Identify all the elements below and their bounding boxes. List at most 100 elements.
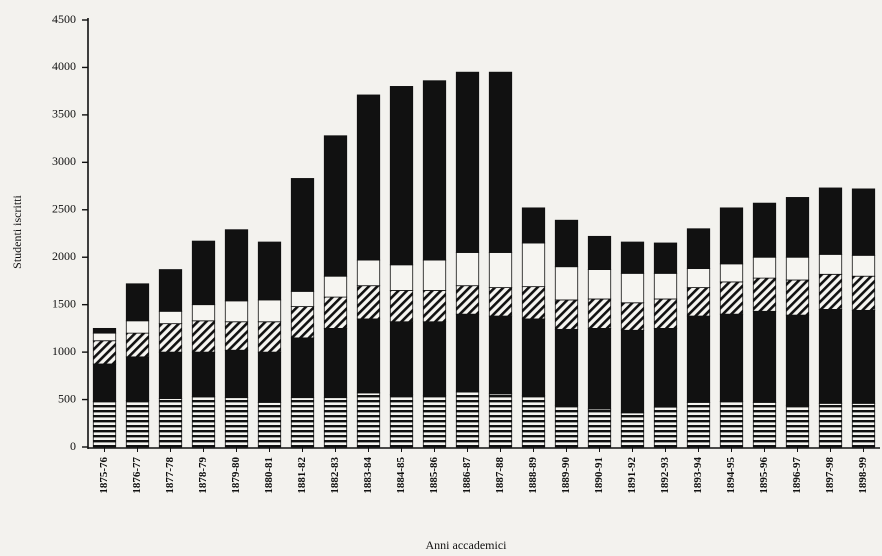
x-tick-label: 1889-90 [560, 457, 572, 494]
bar-segment [455, 285, 480, 315]
x-tick-label: 1897-98 [824, 457, 836, 494]
bar-segment [356, 285, 381, 320]
x-tick-label: 1890-91 [593, 457, 605, 494]
bar-segment [323, 275, 348, 298]
bar-segment [488, 287, 513, 317]
bar-segment [224, 397, 249, 448]
bar-segment [851, 309, 876, 404]
bar-segment [554, 404, 579, 448]
bar-segment [323, 327, 348, 399]
x-tick-label: 1875-76 [98, 457, 110, 494]
bar-segment [752, 256, 777, 279]
bar-segment [158, 323, 183, 353]
bar-segment [125, 283, 150, 322]
bar-segment [422, 290, 447, 323]
bar-segment [455, 71, 480, 253]
y-tick-label: 3500 [52, 107, 76, 121]
x-tick-label: 1880-81 [263, 457, 275, 494]
bar-segment [323, 397, 348, 448]
bar-segment [290, 397, 315, 448]
bar-segment [554, 266, 579, 301]
bar-segment [92, 340, 117, 365]
bar-segment [158, 351, 183, 400]
bar-segment [785, 404, 810, 448]
bar-segment [686, 268, 711, 288]
bar-segment [488, 315, 513, 395]
y-tick-label: 1500 [52, 296, 76, 310]
x-tick-label: 1892-93 [659, 457, 671, 494]
bar-segment [158, 269, 183, 312]
bar-segment [785, 197, 810, 258]
bar-segment [818, 253, 843, 275]
bar-segment [191, 240, 216, 306]
bar-segment [290, 290, 315, 307]
bar-segment [224, 300, 249, 323]
bar-segment [92, 332, 117, 342]
bar-segment [125, 320, 150, 334]
y-axis-title: Studenti iscritti [10, 195, 24, 269]
bar-segment [224, 349, 249, 399]
bar-segment [653, 272, 678, 300]
x-axis-title: Anni accademici [426, 538, 508, 552]
bar-segment [92, 363, 117, 402]
bar-segment [653, 327, 678, 408]
bar-segment [587, 235, 612, 270]
bar-segment [290, 337, 315, 399]
bar-segment [851, 275, 876, 311]
bar-segment [389, 264, 414, 291]
bar-segment [620, 272, 645, 304]
x-tick-label: 1896-97 [791, 457, 803, 494]
bar-segment [521, 242, 546, 288]
bar-segment [686, 315, 711, 403]
y-tick-label: 500 [58, 391, 76, 405]
y-tick-label: 4500 [52, 12, 76, 26]
bar-segment [323, 135, 348, 277]
bar-segment [455, 313, 480, 393]
bar-segment [422, 395, 447, 448]
y-tick-label: 3000 [52, 154, 76, 168]
bar-segment [620, 412, 645, 448]
bar-segment [818, 273, 843, 310]
bar-segment [752, 310, 777, 403]
bar-segment [620, 241, 645, 274]
bar-segment [290, 306, 315, 339]
bar-segment [257, 321, 282, 353]
x-tick-label: 1879-80 [230, 457, 242, 494]
bar-segment [257, 351, 282, 403]
x-tick-label: 1878-79 [197, 457, 209, 494]
bar-segment [620, 329, 645, 414]
bar-segment [686, 228, 711, 270]
bar-segment [422, 321, 447, 397]
bar-segment [818, 309, 843, 404]
bar-segment [719, 207, 744, 265]
bar-segment [554, 219, 579, 268]
bar-segment [752, 402, 777, 448]
bar-segment [356, 392, 381, 448]
x-tick-label: 1885-86 [428, 457, 440, 494]
y-tick-label: 4000 [52, 59, 76, 73]
x-tick-label: 1887-88 [494, 457, 506, 494]
bar-segment [455, 391, 480, 448]
bar-segment [686, 402, 711, 448]
bar-segment [158, 310, 183, 325]
bar-segment [125, 356, 150, 401]
bar-segment [653, 406, 678, 448]
bar-segment [752, 277, 777, 312]
bar-segment [521, 318, 546, 397]
bar-segment [389, 290, 414, 323]
bar-segment [851, 188, 876, 256]
x-tick-label: 1898-99 [857, 457, 869, 494]
bar-segment [389, 321, 414, 396]
bar-segment [521, 286, 546, 320]
y-tick-label: 1000 [52, 344, 76, 358]
x-tick-label: 1895-96 [758, 457, 770, 494]
bar-segment [125, 400, 150, 448]
bar-segment [851, 254, 876, 277]
bar-segment [818, 187, 843, 255]
bar-segment [752, 202, 777, 258]
bar-segment [191, 351, 216, 398]
x-tick-label: 1893-94 [692, 457, 704, 494]
bar-segment [422, 80, 447, 261]
x-tick-label: 1883-84 [362, 457, 374, 494]
bar-segment [719, 313, 744, 402]
